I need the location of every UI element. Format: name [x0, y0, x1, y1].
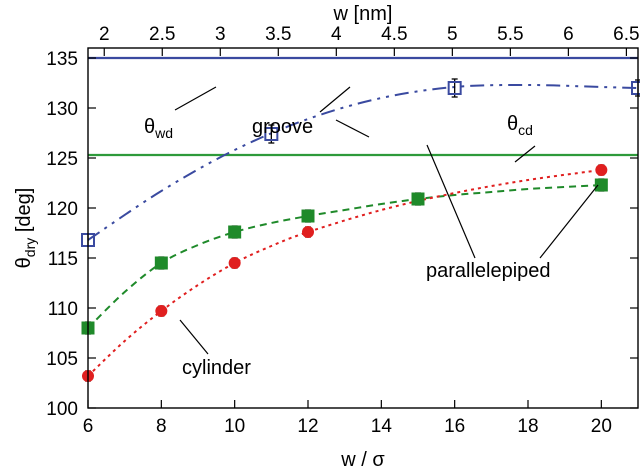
- y-tick-label: 110: [48, 299, 78, 320]
- x2-tick-label: 5.5: [497, 24, 523, 45]
- x-tick-label: 6: [83, 416, 94, 437]
- x-tick-label: 16: [444, 416, 465, 437]
- y-tick-label: 125: [46, 149, 78, 170]
- reference-lines: [88, 56, 638, 157]
- y-axis-title-sub: dry: [22, 238, 38, 257]
- y-tick-label: 130: [46, 99, 78, 120]
- x2-tick-label: 6.5: [613, 24, 639, 45]
- data-point-parallelepiped: [594, 178, 608, 192]
- theta-cd-label: θcd: [507, 113, 533, 138]
- x2-tick-label: 2.5: [149, 24, 175, 45]
- y-tick-label: 105: [46, 349, 78, 370]
- data-point-groove: [447, 81, 462, 95]
- x2-tick-label: 5: [447, 24, 458, 45]
- groove-curve-leader: [335, 119, 370, 138]
- data-point-cylinder: [595, 164, 608, 176]
- theta-cd-leader: [514, 145, 536, 163]
- x2-tick-label: 3: [215, 24, 226, 45]
- data-point-groove: [264, 127, 279, 141]
- theta-wd-sub: wd: [154, 125, 173, 141]
- data-point-parallelepiped: [228, 225, 242, 239]
- y-axis-title-unit: [deg]: [13, 188, 35, 238]
- data-points: [81, 78, 640, 382]
- theta-wd-leader: [174, 86, 217, 111]
- theta-cd-main: θ: [507, 113, 518, 135]
- x-tick-label: 8: [156, 416, 167, 437]
- data-point-cylinder: [228, 257, 241, 269]
- groove-leader: [319, 86, 351, 113]
- cylinder-label: cylinder: [182, 357, 251, 379]
- theta-wd-label: θwd: [144, 116, 173, 141]
- x2-tick-label: 3.5: [265, 24, 291, 45]
- fit-curves: [87, 83, 639, 377]
- x-tick-label: 10: [224, 416, 245, 437]
- x-tick-label: 18: [517, 416, 538, 437]
- data-point-parallelepiped: [411, 192, 425, 206]
- x-tick-label: 20: [591, 416, 612, 437]
- axis-ticks: [87, 48, 638, 409]
- y-axis-title-main: θ: [13, 257, 35, 268]
- data-point-cylinder: [155, 305, 168, 317]
- y-tick-label: 135: [46, 49, 78, 70]
- data-point-parallelepiped: [154, 256, 168, 270]
- data-point-parallelepiped: [301, 209, 315, 223]
- y-tick-label: 115: [48, 249, 78, 270]
- groove-label: groove: [252, 116, 313, 138]
- x2-tick-label: 4.5: [381, 24, 407, 45]
- theta-cd-sub: cd: [518, 122, 533, 138]
- parallelepiped-label: parallelepiped: [426, 260, 551, 282]
- parallelepiped-leader-2: [539, 184, 599, 259]
- cylinder-leader: [179, 319, 209, 355]
- y-tick-label: 100: [46, 399, 78, 420]
- plot-frame: [87, 47, 639, 409]
- fit-curve-parallelepiped: [87, 184, 602, 329]
- x-tick-label: 14: [371, 416, 393, 437]
- parallelepiped-leader-1: [426, 144, 476, 259]
- x2-axis-title: w [nm]: [333, 3, 393, 25]
- data-point-cylinder: [302, 226, 314, 238]
- annotation-leaders: [174, 86, 599, 355]
- y-tick-label: 120: [46, 199, 78, 220]
- x2-tick-label: 4: [331, 24, 342, 45]
- x-tick-label: 12: [297, 416, 318, 437]
- fit-curve-groove: [87, 83, 639, 241]
- x2-tick-label: 2: [99, 24, 110, 45]
- x2-tick-label: 6: [563, 24, 574, 45]
- theta-wd-main: θ: [144, 116, 155, 138]
- y-axis-title: θdry [deg]: [13, 188, 38, 269]
- x-axis-title: w / σ: [340, 449, 385, 471]
- tick-labels: 6 8 10 12 14 16 18 20 100 105 110 115 120 125 130 135 2 2…: [46, 24, 639, 437]
